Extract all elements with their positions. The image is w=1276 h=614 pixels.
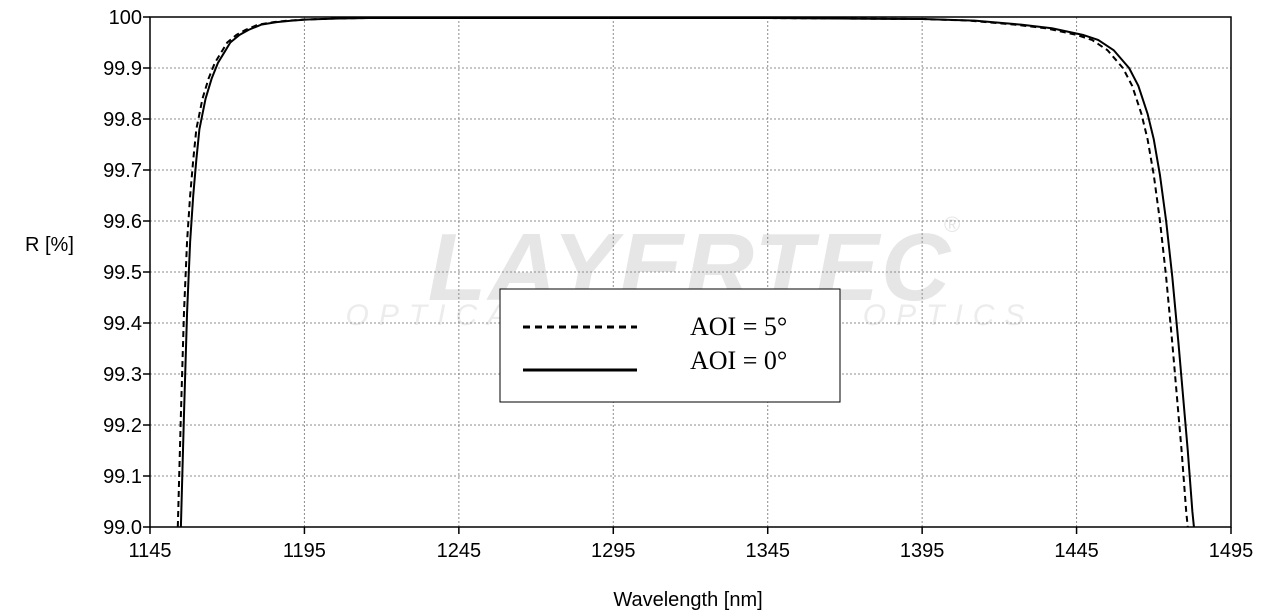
series-line-aoi-0 [179,17,1195,528]
x-tick-label: 1145 [128,540,171,562]
x-tick-label: 1345 [745,540,790,562]
y-tick-label: 99.0 [103,517,142,539]
y-tick-label: 99.5 [103,262,142,284]
y-tick-label: 99.2 [103,415,142,437]
y-tick-label: 99.6 [103,211,142,233]
axes [143,16,1232,534]
legend-label-aoi-0: AOI = 0° [690,346,787,375]
legend-label-aoi-5: AOI = 5° [690,312,787,341]
y-tick-label: 99.7 [103,160,142,182]
y-tick-label: 99.8 [103,109,142,131]
watermark-registered-mark: ® [944,212,960,237]
x-tick-label: 1245 [437,540,482,562]
y-tick-label: 100 [109,7,142,29]
y-tick-label: 99.4 [103,313,142,335]
y-tick-label: 99.3 [103,364,142,386]
x-tick-label: 1395 [900,540,945,562]
x-axis-label: Wavelength [nm] [613,589,762,611]
x-tick-label: 1295 [591,540,636,562]
y-axis-label: R [%] [25,234,74,256]
y-tick-label: 99.9 [103,58,142,80]
y-tick-labels: 99.0 99.1 99.2 99.3 99.4 99.5 99.6 99.7 99.8 99.9… [103,7,142,539]
x-tick-labels: 1145 1195 1245 1295 1345 1395 1445 1495 [128,540,1253,562]
legend-box [499,288,841,403]
plot-frame [149,16,1232,528]
series-layer [176,17,1195,528]
legend: AOI = 5° AOI = 0° [499,288,841,403]
grid-lines [150,17,1231,527]
y-tick-label: 99.1 [103,466,142,488]
x-tick-label: 1445 [1054,540,1099,562]
x-tick-label: 1495 [1209,540,1254,562]
x-tick-label: 1195 [283,540,326,562]
series-line-aoi-5 [176,17,1189,528]
